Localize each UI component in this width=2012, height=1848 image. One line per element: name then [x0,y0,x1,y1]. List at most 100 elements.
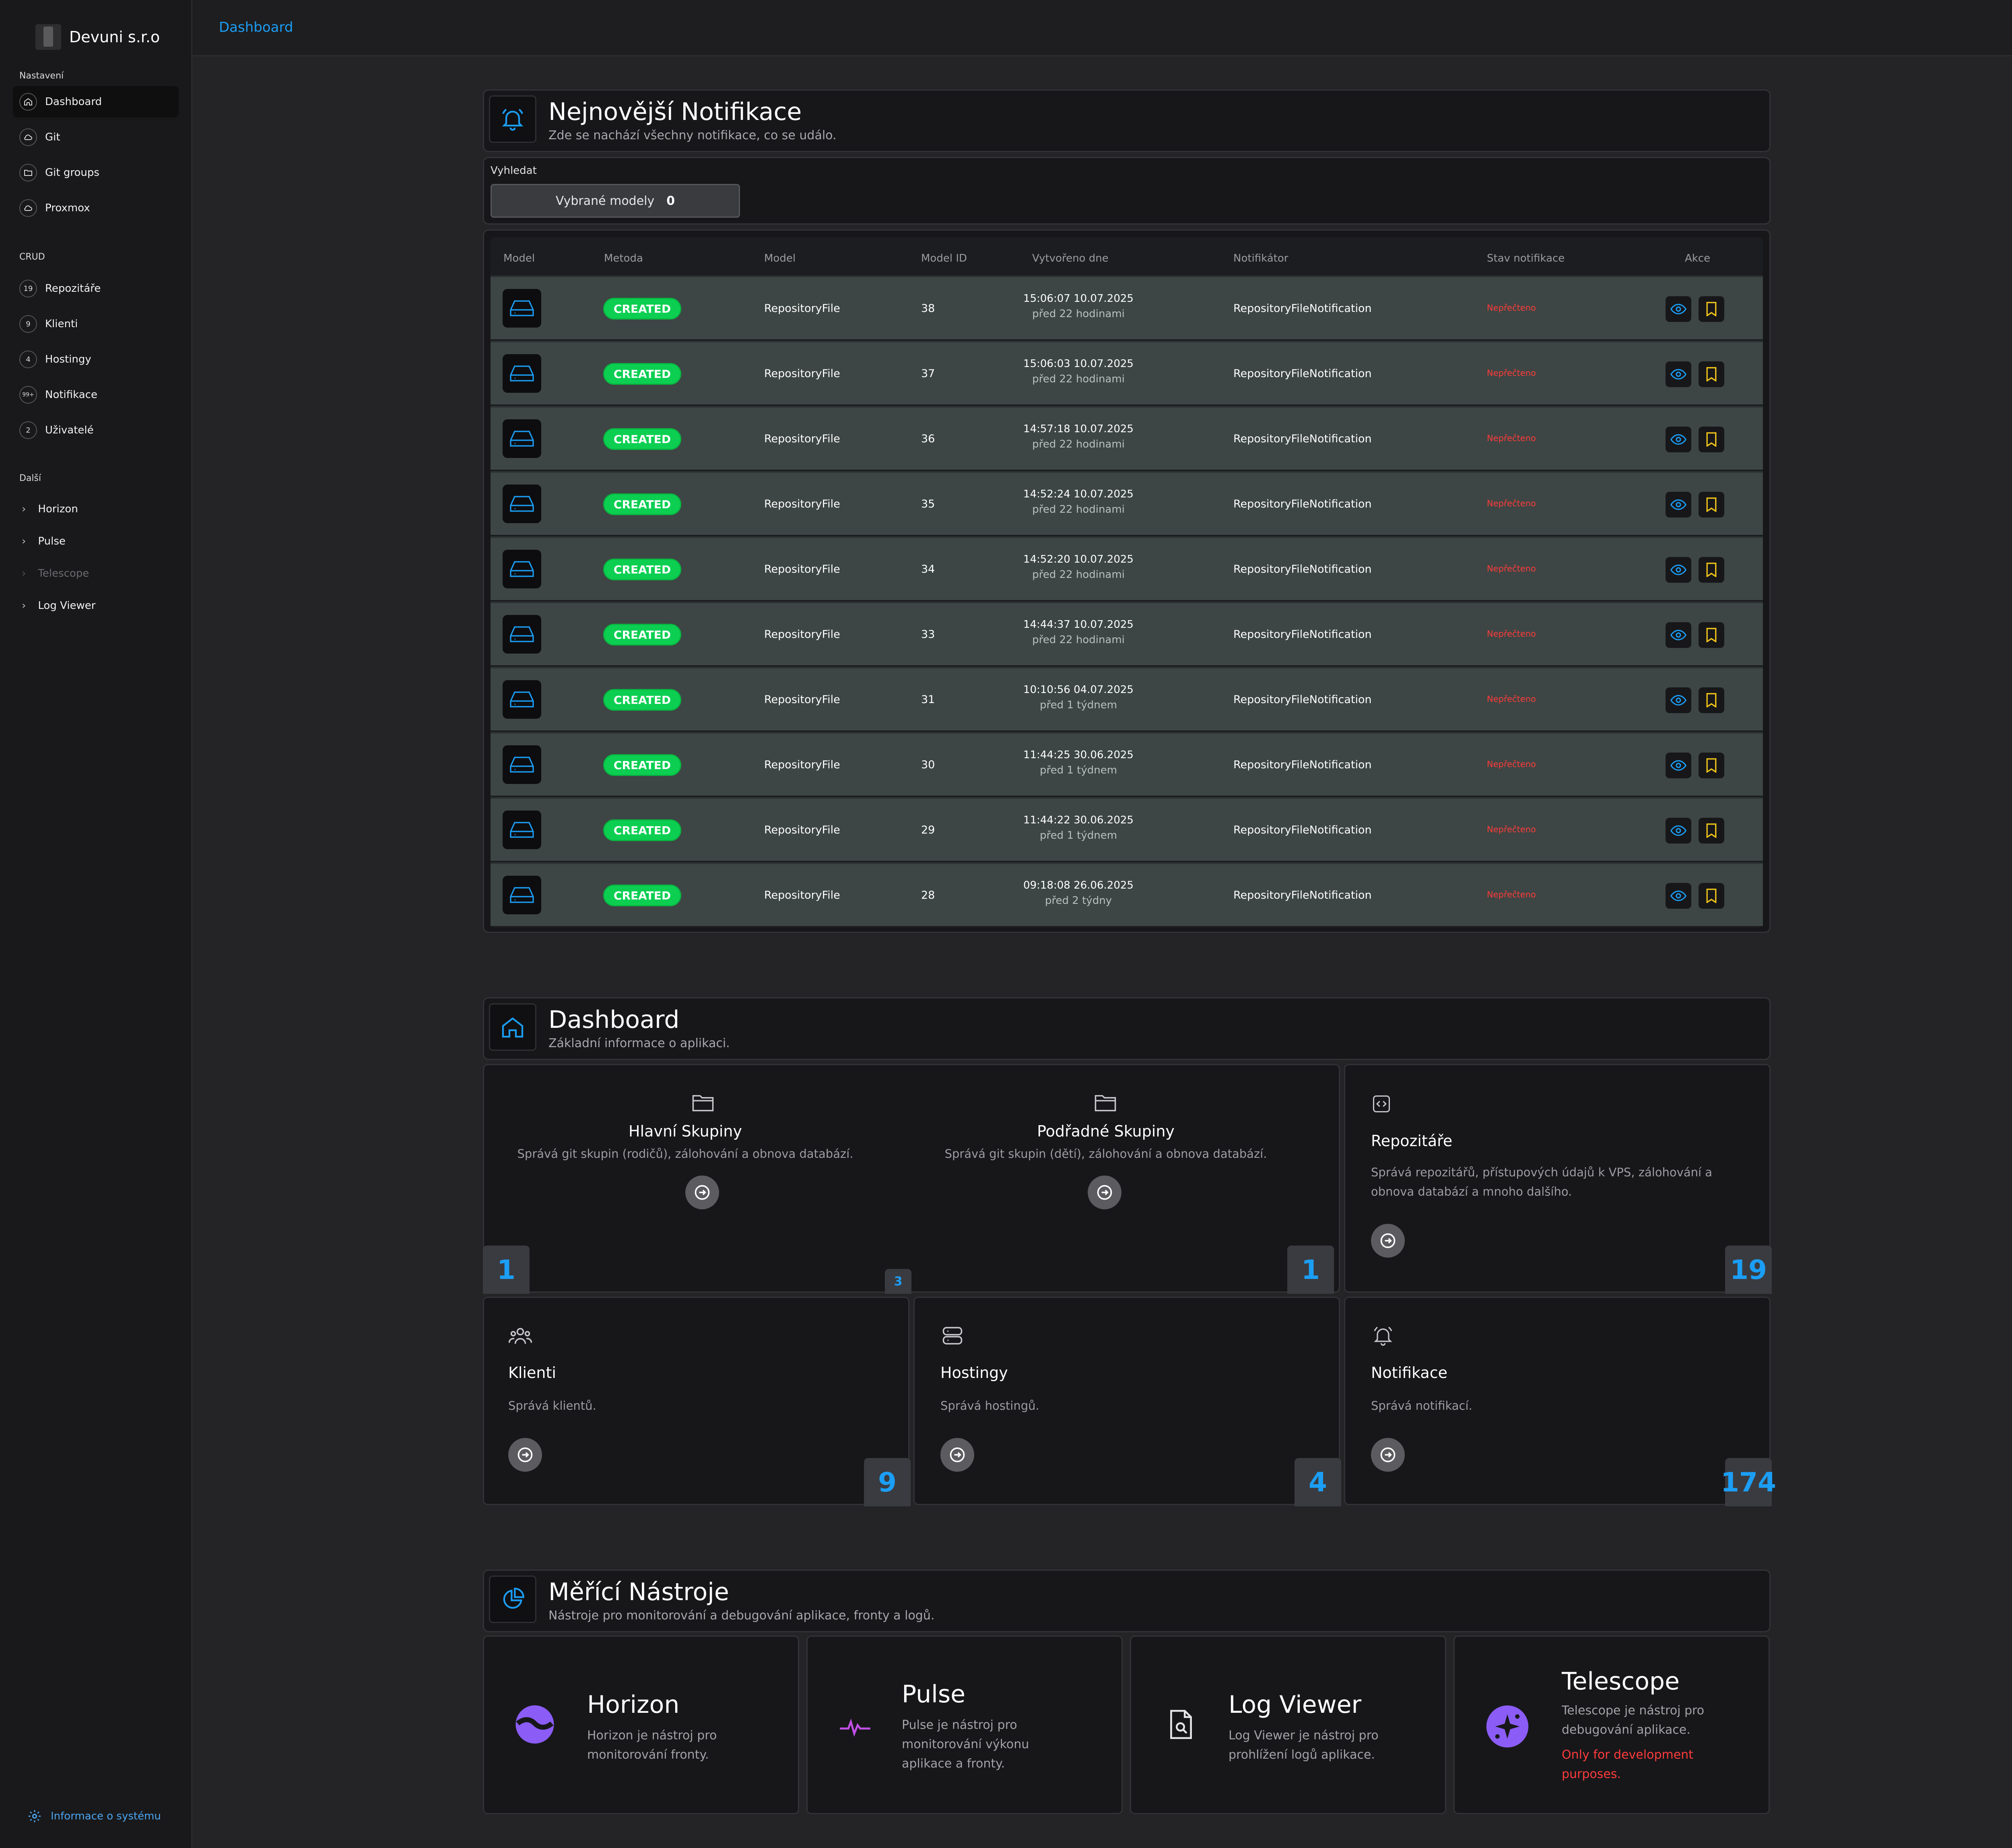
groups-card: Hlavní Skupiny Správá git skupin (rodičů… [483,1064,1340,1294]
drive-icon [503,811,541,849]
breadcrumb[interactable]: Dashboard [219,19,293,35]
sidebar-item-git[interactable]: Git [13,122,179,153]
pulse-icon [838,1716,872,1740]
view-button[interactable] [1666,622,1691,648]
tools-header: Měřící Nástroje Nástroje pro monitorován… [483,1570,1771,1632]
sidebar-item-repozitare[interactable]: 19 Repozitáře [13,273,179,304]
bookmark-icon [1705,628,1717,642]
tool-card-log-viewer[interactable]: Log Viewer Log Viewer je nástroj pro pro… [1130,1636,1446,1814]
bookmark-button[interactable] [1699,557,1724,583]
bookmark-button[interactable] [1699,361,1724,387]
view-button[interactable] [1666,296,1691,322]
sidebar-item-label: Hostingy [45,353,91,365]
view-button[interactable] [1666,427,1691,452]
section-subtitle: Nástroje pro monitorování a debugování a… [548,1609,935,1623]
sub-groups-title: Podřadné Skupiny [1037,1122,1175,1140]
tool-card-horizon[interactable]: Horizon Horizon je nástroj pro monitorov… [483,1636,799,1814]
sidebar-item-dashboard[interactable]: Dashboard [13,86,179,118]
sub-groups-go-button[interactable] [1088,1176,1121,1209]
drive-icon [503,680,541,719]
notifier-cell: RepositoryFileNotification [1233,628,1372,641]
clients-go-button[interactable] [508,1438,542,1472]
table-row[interactable]: CREATED RepositoryFile 34 14:52:20 10.07.20… [491,536,1763,600]
brand[interactable]: Devuni s.r.o [35,24,160,50]
clients-title: Klienti [508,1364,556,1382]
table-row[interactable]: CREATED RepositoryFile 35 14:52:24 10.07.20… [491,471,1763,535]
bookmark-button[interactable] [1699,296,1724,322]
view-button[interactable] [1666,492,1691,518]
sidebar-item-git-groups[interactable]: Git groups [13,157,179,188]
status-badge: Nepřečteno [1487,825,1536,834]
repos-card: Repozitáře Správá repozitářů, přístupový… [1344,1064,1772,1294]
eye-icon [1670,890,1686,901]
sidebar-item-horizon[interactable]: › Horizon [22,503,78,515]
sidebar-item-notifikace[interactable]: 99+ Notifikace [13,379,179,410]
section-title: Dashboard [548,1006,680,1034]
main-groups-desc: Správá git skupin (rodičů), zálohování a… [517,1147,853,1161]
view-button[interactable] [1666,687,1691,713]
view-button[interactable] [1666,818,1691,844]
eye-icon [1670,825,1686,836]
bookmark-button[interactable] [1699,753,1724,778]
table-row[interactable]: CREATED RepositoryFile 29 11:44:22 30.06.20… [491,797,1763,861]
table-row[interactable]: CREATED RepositoryFile 33 14:44:37 10.07.20… [491,602,1763,665]
table-row[interactable]: CREATED RepositoryFile 37 15:06:03 10.07.20… [491,341,1763,404]
groups-total-count: 3 [885,1269,911,1294]
model-name-cell: RepositoryFile [764,367,840,380]
page-subtitle: Zde se nachází všechny notifikace, co se… [548,128,837,142]
cloud-icon [19,199,37,217]
sidebar-item-log-viewer[interactable]: › Log Viewer [22,600,96,612]
drive-icon [503,289,541,328]
view-button[interactable] [1666,361,1691,387]
bookmark-button[interactable] [1699,687,1724,713]
sidebar-item-proxmox[interactable]: Proxmox [13,192,179,224]
created-time: 14:52:20 10.07.2025 [1023,553,1134,565]
view-button[interactable] [1666,753,1691,778]
sidebar-item-uzivatele[interactable]: 2 Uživatelé [13,415,179,446]
col-actions: Akce [1685,252,1711,264]
notifier-cell: RepositoryFileNotification [1233,498,1372,510]
telescope-warning-line2: purposes. [1562,1767,1621,1781]
telescope-warning-line1: Only for development [1562,1748,1693,1762]
tool-card-telescope[interactable]: Telescope Telescope je nástroj pro debug… [1453,1636,1770,1814]
hostings-go-button[interactable] [940,1438,974,1472]
tool-card-pulse[interactable]: Pulse Pulse je nástroj pro monitorování … [806,1636,1123,1814]
table-row[interactable]: CREATED RepositoryFile 38 15:06:07 10.07.20… [491,276,1763,339]
bookmark-button[interactable] [1699,883,1724,909]
table-row[interactable]: CREATED RepositoryFile 31 10:10:56 04.07.20… [491,667,1763,730]
created-time: 11:44:22 30.06.2025 [1023,814,1134,826]
pulse-title: Pulse [902,1680,965,1708]
horizon-icon [515,1704,555,1745]
sidebar-item-klienti[interactable]: 9 Klienti [13,308,179,340]
view-button[interactable] [1666,557,1691,583]
bookmark-button[interactable] [1699,427,1724,452]
sidebar-item-label: Git groups [45,167,99,179]
notifications-header: Nejnovější Notifikace Zde se nachází vše… [483,89,1771,152]
home-icon [489,1003,536,1051]
selected-models-button[interactable]: Vybrané modely 0 [491,184,740,218]
method-badge: CREATED [603,428,681,450]
section-label-dalsi: Další [19,473,41,483]
sidebar-item-pulse[interactable]: › Pulse [22,535,66,547]
logviewer-desc-line1: Log Viewer je nástroj pro [1229,1728,1379,1743]
bookmark-button[interactable] [1699,492,1724,518]
main-groups-go-button[interactable] [685,1176,719,1209]
table-row[interactable]: CREATED RepositoryFile 28 09:18:08 26.06.20… [491,862,1763,926]
sidebar-item-label: Uživatelé [45,424,94,436]
repos-title: Repozitáře [1371,1132,1453,1150]
bookmark-button[interactable] [1699,622,1724,648]
col-notifier: Notifikátor [1233,252,1288,264]
repos-go-button[interactable] [1371,1224,1405,1258]
bookmark-button[interactable] [1699,818,1724,844]
repos-desc-line1: Správá repozitářů, přístupových údajů k … [1371,1165,1713,1179]
notifications-go-button[interactable] [1371,1438,1405,1472]
notifications-card-title: Notifikace [1371,1364,1447,1382]
system-info-link[interactable]: Informace o systému [27,1809,161,1823]
table-row[interactable]: CREATED RepositoryFile 36 14:57:18 10.07.20… [491,406,1763,470]
view-button[interactable] [1666,883,1691,909]
section-label-nastaveni: Nastavení [19,71,64,81]
table-row[interactable]: CREATED RepositoryFile 30 11:44:25 30.06.20… [491,732,1763,796]
file-search-icon [1166,1708,1196,1741]
sidebar-item-hostingy[interactable]: 4 Hostingy [13,344,179,375]
bookmark-icon [1705,367,1717,382]
